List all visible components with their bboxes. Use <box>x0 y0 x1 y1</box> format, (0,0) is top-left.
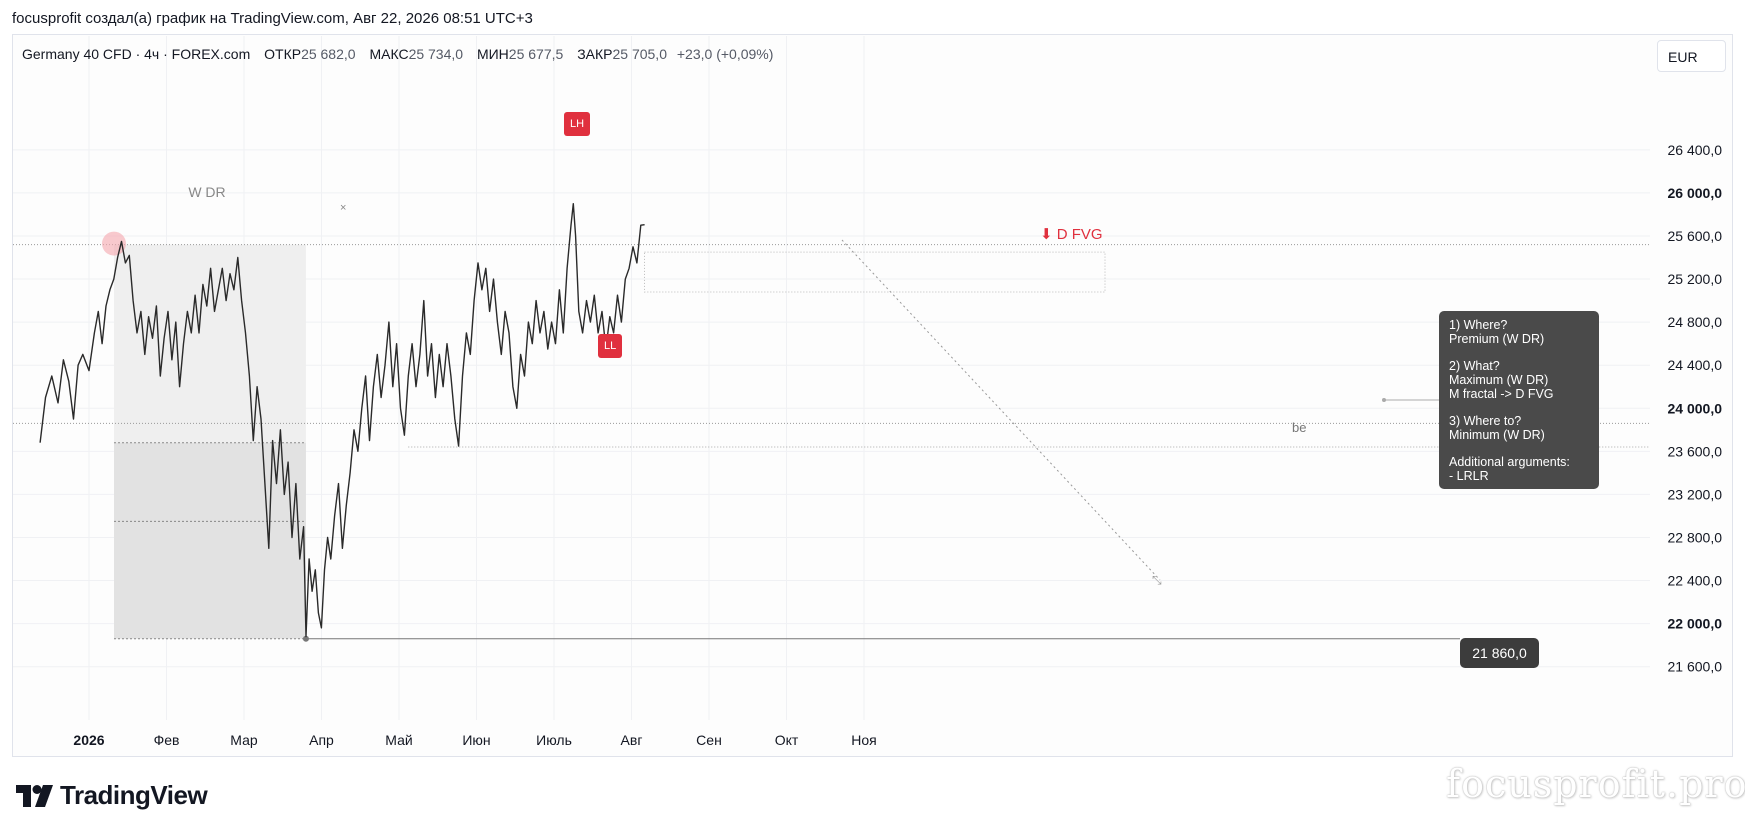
analysis-note-line: 2) What? <box>1449 359 1500 373</box>
note-anchor <box>1382 398 1386 402</box>
analysis-note[interactable]: 1) Where? Premium (W DR) 2) What? Maximum (… <box>1439 311 1599 489</box>
analysis-note-line: Additional arguments: <box>1449 455 1570 469</box>
analysis-note-line: Maximum (W DR) <box>1449 373 1549 387</box>
open-label: ОТКР <box>264 46 302 62</box>
x-tick-label: Сен <box>696 732 722 748</box>
price-chart[interactable]: be W DR ⤡ × 26 400,0 26 000,0 25 600,0 25 200,… <box>0 0 1745 760</box>
be-label: be <box>1292 420 1306 435</box>
x-tick-label: Авг <box>621 732 643 748</box>
y-tick-label: 26 400,0 <box>1668 142 1723 158</box>
x-tick-label: Фев <box>154 732 180 748</box>
tradingview-logo-text: TradingView <box>60 780 208 810</box>
y-tick-label: 21 600,0 <box>1668 659 1723 675</box>
close-label: ЗАКР <box>577 46 613 62</box>
analysis-note-line: Premium (W DR) <box>1449 332 1545 346</box>
analysis-note-line <box>1449 442 1589 455</box>
analysis-note-line <box>1449 401 1589 414</box>
y-tick-label: 24 400,0 <box>1668 357 1723 373</box>
tradingview-logo-icon <box>16 784 53 807</box>
y-tick-label: 24 000,0 <box>1668 400 1723 416</box>
projection-end-mark: ⤡ <box>1152 573 1162 587</box>
cross-mark: × <box>340 202 346 214</box>
x-tick-label: Июн <box>462 732 490 748</box>
wdr-discount-zone <box>114 442 306 639</box>
fvg-box <box>644 251 1106 293</box>
currency-button[interactable]: EUR <box>1657 40 1726 72</box>
x-tick-label: Апр <box>309 732 334 748</box>
drawings: be W DR ⤡ × <box>13 184 1650 642</box>
low-label: МИН <box>476 46 509 62</box>
axes: 26 400,0 26 000,0 25 600,0 25 200,0 24 800,0… <box>73 142 1722 748</box>
y-tick-label: 22 000,0 <box>1668 616 1723 632</box>
price-series-line <box>39 202 645 638</box>
y-tick-label: 23 600,0 <box>1668 443 1723 459</box>
projection-line <box>841 239 1161 581</box>
y-tick-label: 25 200,0 <box>1668 271 1723 287</box>
ll-label[interactable]: LL <box>598 334 623 358</box>
low-anchor <box>302 635 309 642</box>
fvg-label[interactable]: ⬇ D FVG <box>1040 226 1103 243</box>
change-value: +23,0 (+0,09%) <box>676 46 774 62</box>
lh-label[interactable]: LH <box>564 112 591 136</box>
wdr-label: W DR <box>188 184 225 200</box>
open-value: 25 682,0 <box>301 46 356 62</box>
analysis-note-line: - LRLR <box>1449 469 1489 483</box>
series <box>39 202 645 638</box>
y-tick-label: 26 000,0 <box>1668 185 1723 201</box>
y-tick-label: 22 400,0 <box>1668 573 1723 589</box>
x-tick-label: Окт <box>775 732 799 748</box>
high-value: 25 734,0 <box>408 46 464 62</box>
y-tick-label: 24 800,0 <box>1668 314 1723 330</box>
x-tick-label: Мар <box>230 732 258 748</box>
y-tick-label: 22 800,0 <box>1668 529 1723 545</box>
price-tag: 21 860,0 <box>1460 638 1539 668</box>
analysis-note-line: 1) Where? <box>1449 318 1508 332</box>
low-value: 25 677,5 <box>508 46 564 62</box>
analysis-note-line: Minimum (W DR) <box>1449 428 1545 442</box>
analysis-note-line: 3) Where to? <box>1449 414 1522 428</box>
high-label: МАКС <box>369 46 409 62</box>
y-tick-label: 25 600,0 <box>1668 228 1723 244</box>
x-tick-label: Ноя <box>851 732 876 748</box>
symbol-name[interactable]: Germany 40 CFD · 4ч · FOREX.com <box>22 46 251 62</box>
y-tick-label: 23 200,0 <box>1668 486 1723 502</box>
close-value: 25 705,0 <box>612 46 667 62</box>
chart-caption: focusprofit создал(а) график на TradingV… <box>12 10 533 27</box>
symbol-legend: Germany 40 CFD · 4ч · FOREX.com ОТКР25 6… <box>22 46 773 62</box>
watermark: focusprofit.pro <box>1446 762 1745 806</box>
x-tick-label: 2026 <box>73 732 104 748</box>
analysis-note-line: M fractal -> D FVG <box>1449 387 1554 401</box>
tradingview-logo[interactable]: TradingView <box>16 780 208 811</box>
analysis-note-line <box>1449 346 1589 359</box>
x-tick-label: Май <box>385 732 412 748</box>
x-tick-label: Июль <box>536 732 572 748</box>
